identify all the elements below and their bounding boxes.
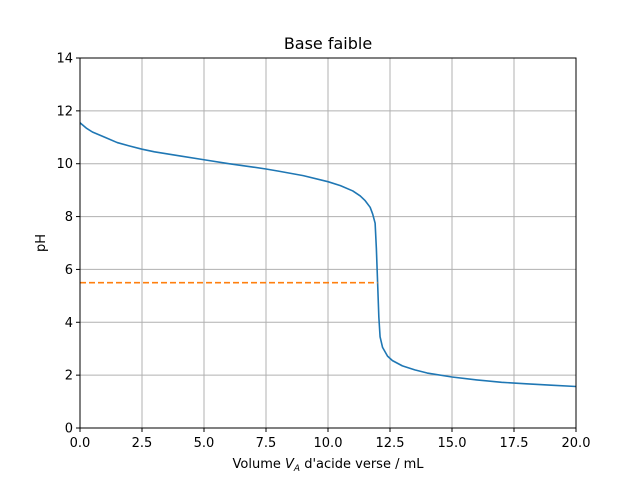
x-tick-label: 17.5	[500, 436, 529, 451]
x-tick-label: 0.0	[70, 436, 91, 451]
x-tick-label: 7.5	[256, 436, 277, 451]
y-tick-label: 4	[65, 316, 73, 331]
tick-layer: 0.0 2.5 5.0 7.5 10.0 12.5 15.0 17.5 20.0 0 2 4 6 8 10 1…	[56, 52, 590, 452]
chart-title: Base faible	[284, 34, 372, 53]
x-tick-label: 12.5	[376, 436, 405, 451]
y-axis-label: pH	[34, 234, 49, 252]
x-tick-label: 2.5	[132, 436, 153, 451]
x-tick-label: 20.0	[562, 436, 591, 451]
y-tick-label: 2	[65, 369, 73, 384]
y-tick-label: 10	[56, 157, 73, 172]
grid-layer	[79, 57, 577, 429]
x-tick-label: 10.0	[314, 436, 343, 451]
x-tick-label: 15.0	[438, 436, 467, 451]
y-tick-label: 6	[65, 263, 73, 278]
x-axis-label: Volume VA d'acide verse / mL	[233, 457, 425, 474]
x-tick-label: 5.0	[194, 436, 215, 451]
titration-curve-line	[79, 122, 577, 388]
y-tick-label: 0	[65, 422, 73, 437]
y-tick-label: 12	[56, 104, 73, 119]
series-layer	[79, 122, 577, 388]
y-tick-label: 8	[65, 210, 73, 225]
y-tick-label: 14	[56, 52, 73, 67]
